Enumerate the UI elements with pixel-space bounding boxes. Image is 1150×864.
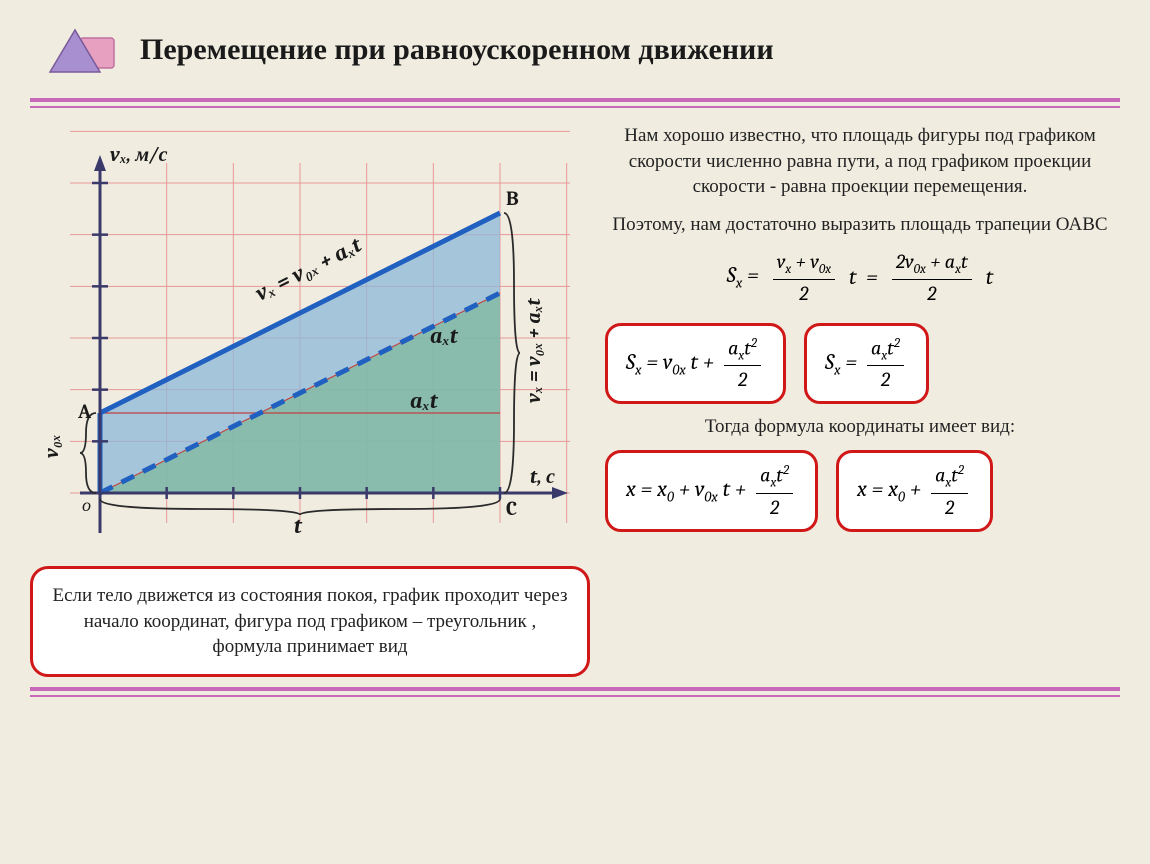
- divider-top: [30, 98, 1120, 102]
- paragraph-2: Поэтому, нам достаточно выразить площадь…: [605, 212, 1115, 238]
- velocity-chart: vₓ, м/сt, сABCоv₀ₓtvₓ = v₀ₓ + aₓtaₓtaₓtv…: [30, 123, 590, 553]
- svg-text:t: t: [294, 513, 303, 539]
- right-column: Нам хорошо известно, что площадь фигуры …: [605, 123, 1115, 677]
- svg-text:о: о: [82, 495, 91, 516]
- divider-top-thin: [30, 106, 1120, 108]
- paragraph-1: Нам хорошо известно, что площадь фигуры …: [605, 123, 1115, 200]
- svg-text:t, с: t, с: [530, 465, 555, 488]
- svg-text:B: B: [506, 187, 519, 210]
- svg-text:v₀ₓ: v₀ₓ: [40, 434, 63, 459]
- divider-bottom: [30, 687, 1120, 691]
- svg-text:aₓt: aₓt: [430, 323, 459, 349]
- svg-text:A: A: [77, 400, 92, 423]
- svg-text:aₓt: aₓt: [410, 388, 439, 414]
- divider-bottom-thin: [30, 695, 1120, 697]
- from-rest-textbox: Если тело движется из состояния покоя, г…: [30, 566, 590, 677]
- svg-text:vₓ = v₀ₓ + aₓt: vₓ = v₀ₓ + aₓt: [522, 298, 545, 404]
- sx-formula-row: Sx = v0x t + axt22 Sx = axt22: [605, 323, 1115, 405]
- svg-text:vₓ, м/с: vₓ, м/с: [109, 143, 168, 166]
- formula-sx-triangle: Sx = axt22: [804, 323, 929, 405]
- formula-sx-derivation: Sx = vx + v0x2 t = 2v0x + axt2 t: [605, 250, 1115, 305]
- formula-sx-full: Sx = v0x t + axt22: [605, 323, 786, 405]
- formula-x-triangle: x = x0 + axt22: [836, 450, 993, 532]
- left-column: vₓ, м/сt, сABCоv₀ₓtvₓ = v₀ₓ + aₓtaₓtaₓtv…: [30, 123, 590, 677]
- then-text: Тогда формула координаты имеет вид:: [605, 416, 1115, 438]
- svg-text:C: C: [506, 497, 517, 520]
- content: vₓ, м/сt, сABCоv₀ₓtvₓ = v₀ₓ + aₓtaₓtaₓtv…: [0, 123, 1150, 677]
- header: Перемещение при равноускоренном движении: [0, 0, 1150, 90]
- formula-x-full: x = x0 + v0x t + axt22: [605, 450, 818, 532]
- shapes-icon: [40, 20, 120, 80]
- page-title: Перемещение при равноускоренном движении: [140, 33, 774, 67]
- x-formula-row: x = x0 + v0x t + axt22 x = x0 + axt22: [605, 450, 1115, 532]
